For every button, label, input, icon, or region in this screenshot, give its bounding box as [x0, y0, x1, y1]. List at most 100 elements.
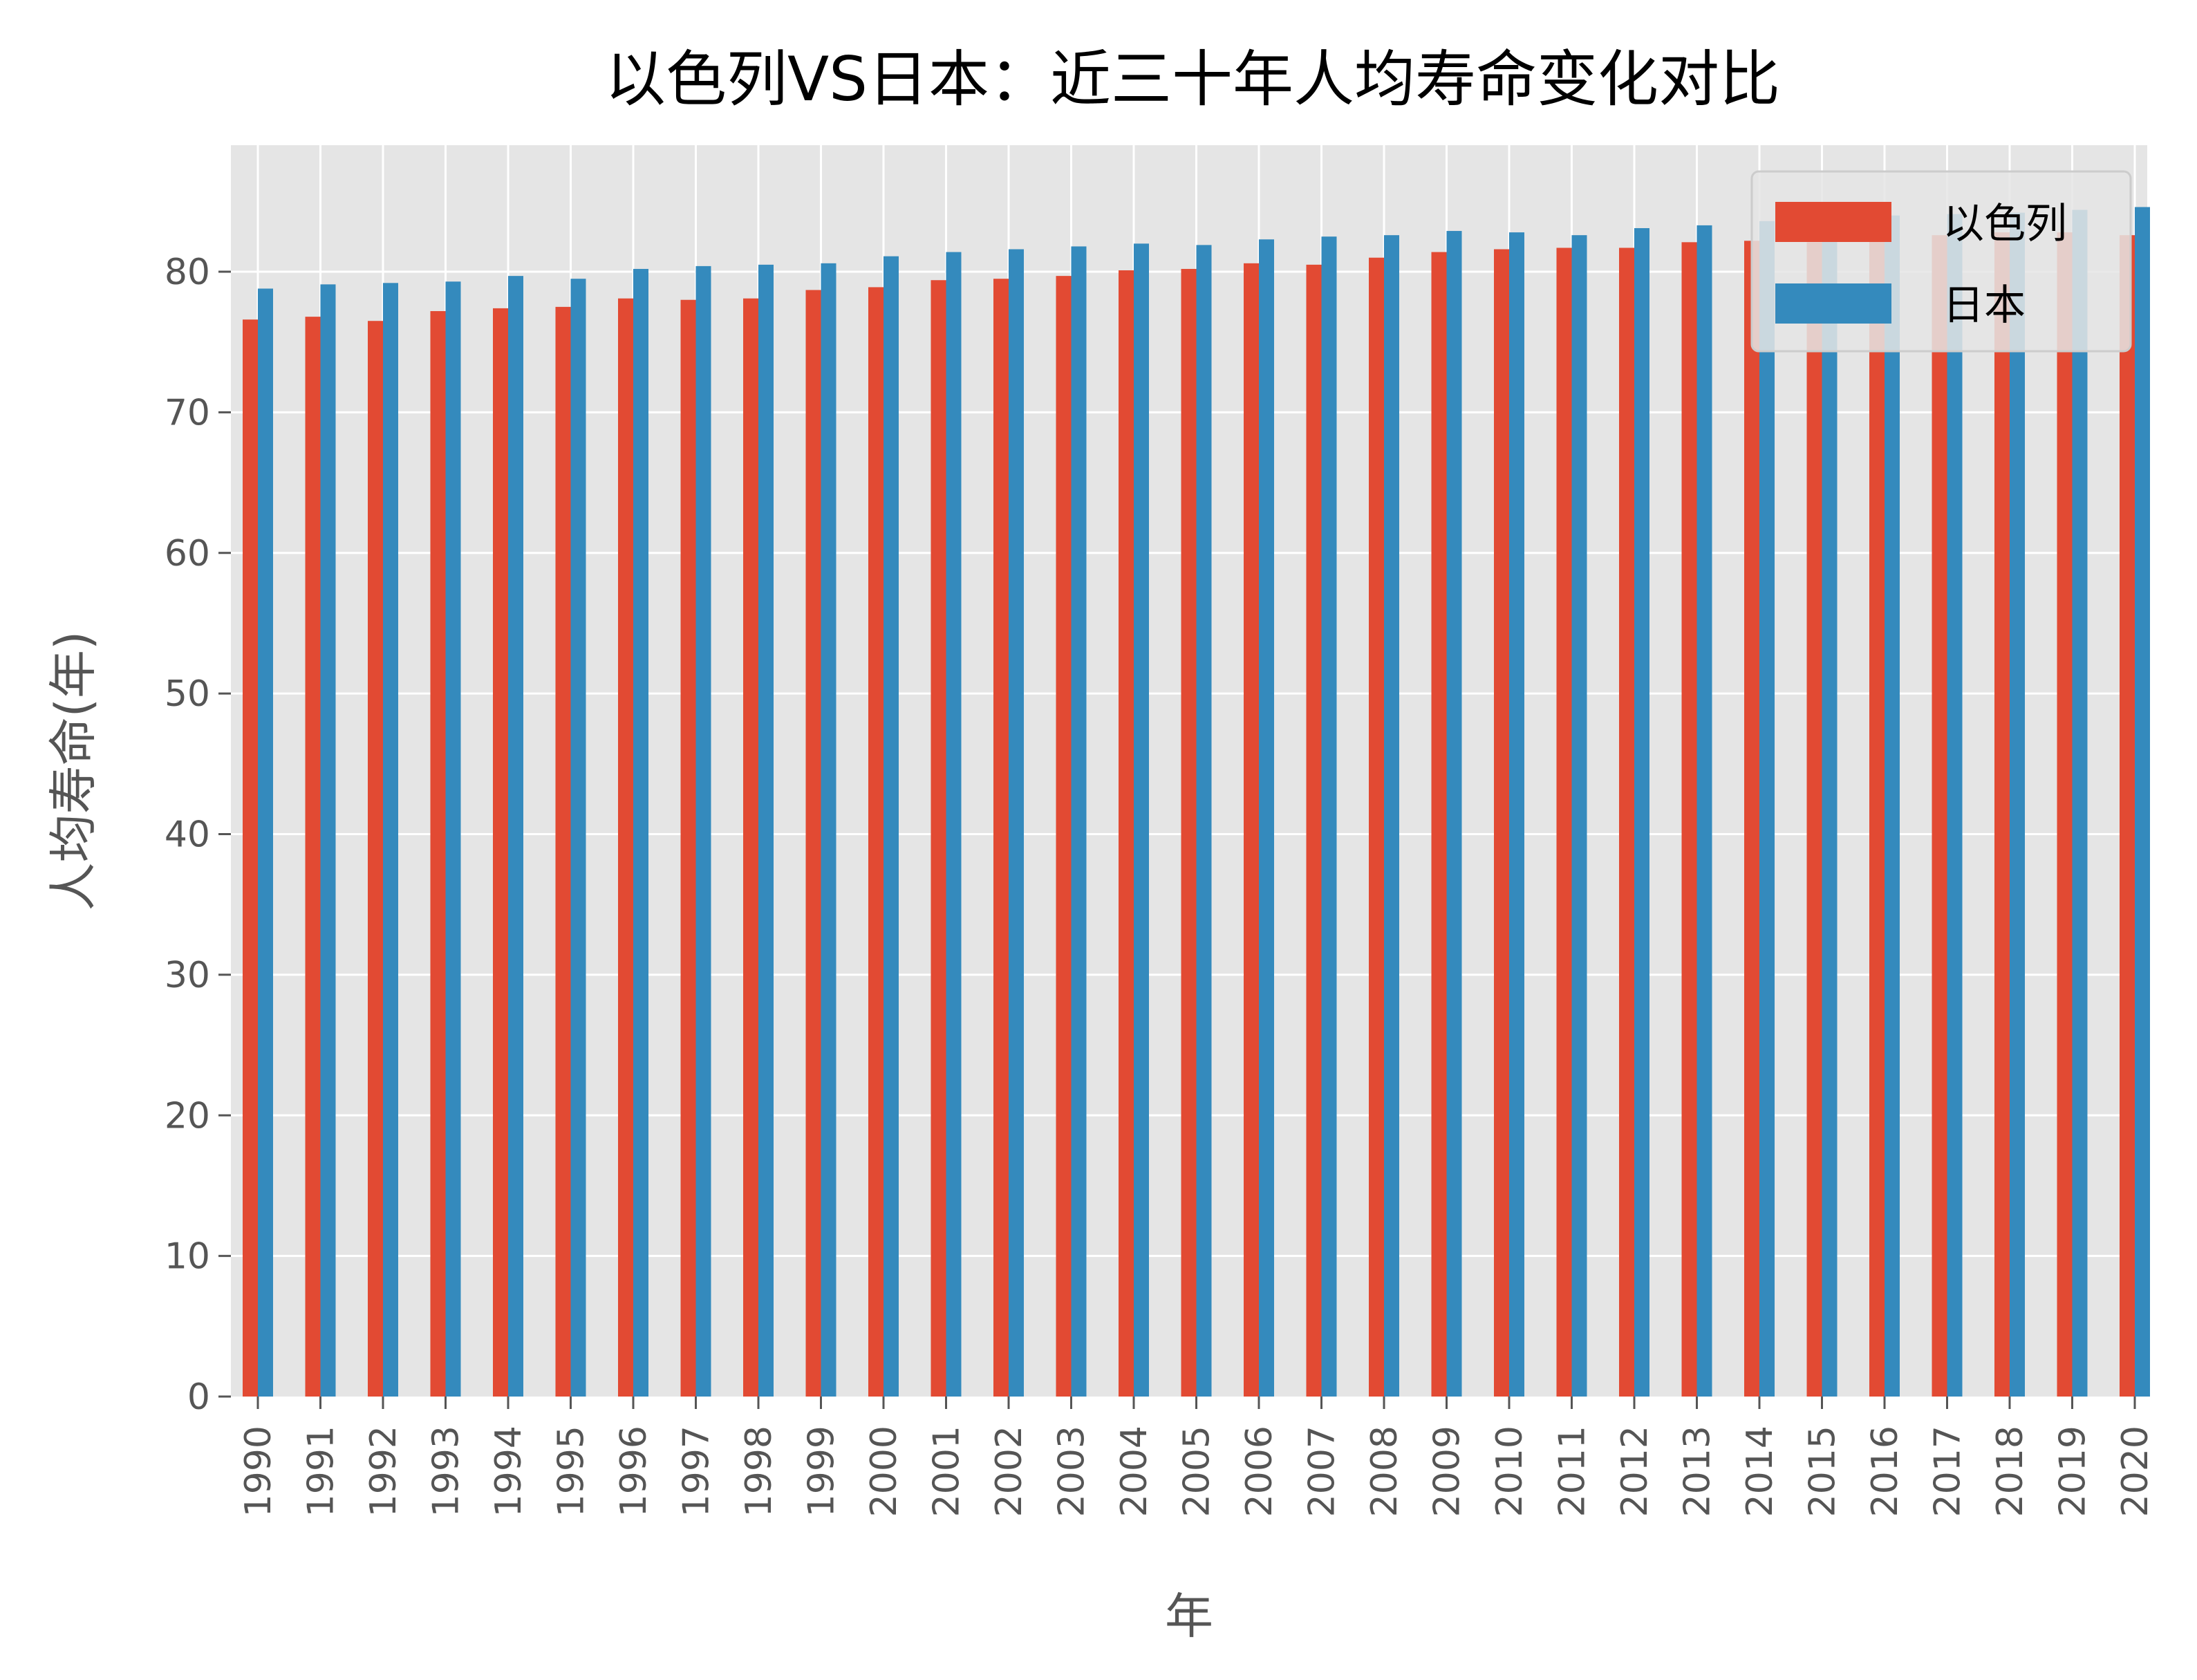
y-tick-label: 10 [165, 1236, 210, 1278]
bar-israel [430, 310, 446, 1397]
bar-japan [2010, 212, 2025, 1397]
bar-israel [618, 298, 633, 1397]
bar-japan [1134, 243, 1149, 1397]
x-tick-label: 1997 [676, 1426, 718, 1517]
bar-israel [1181, 268, 1197, 1397]
bar-israel [1806, 242, 1822, 1397]
bar-japan [695, 265, 711, 1397]
bar-japan [1384, 235, 1399, 1397]
bar-israel [555, 306, 571, 1397]
x-tick-label: 1996 [613, 1426, 655, 1517]
x-tick-label: 2006 [1239, 1426, 1280, 1517]
bar-israel [868, 287, 884, 1397]
x-tick-label: 1993 [426, 1426, 467, 1517]
bar-japan [1321, 236, 1337, 1397]
y-tick-label: 80 [165, 252, 210, 293]
y-tick-label: 60 [165, 533, 210, 575]
bar-israel [243, 319, 258, 1397]
x-axis-label: 年 [1165, 1588, 1213, 1645]
x-tick-label: 2014 [1739, 1426, 1781, 1517]
legend-swatch-israel [1775, 202, 1891, 242]
bar-japan [1571, 235, 1587, 1397]
x-tick-label: 2019 [2053, 1426, 2094, 1517]
bar-israel [993, 279, 1009, 1397]
x-tick-label: 1990 [238, 1426, 279, 1517]
x-tick-label: 2005 [1177, 1426, 1218, 1517]
bar-japan [946, 252, 962, 1397]
bar-japan [2072, 209, 2088, 1397]
x-axis-ticks: 1990 1991 1992 1993 1994 1995 1996 1997 1998 1999… [238, 1397, 2156, 1517]
y-tick-label: 50 [165, 673, 210, 715]
bar-japan [1446, 231, 1462, 1397]
x-tick-label: 2011 [1552, 1426, 1593, 1517]
bar-israel [493, 308, 508, 1397]
bar-japan [1509, 232, 1524, 1397]
bar-israel [1994, 232, 2010, 1397]
bar-israel [305, 317, 321, 1397]
x-tick-label: 1994 [488, 1426, 530, 1517]
x-tick-label: 2013 [1677, 1426, 1719, 1517]
legend: 以色列 日本 [1750, 170, 2132, 353]
y-tick-label: 0 [187, 1376, 210, 1418]
bar-israel [805, 290, 821, 1397]
bar-japan [320, 284, 336, 1397]
bar-israel [680, 299, 696, 1397]
bar-israel [2057, 232, 2073, 1397]
x-tick-label: 2007 [1302, 1426, 1343, 1517]
y-axis-label: 人均寿命(年) [45, 631, 102, 911]
legend-label-japan: 日本 [1943, 281, 2026, 330]
bar-japan [2135, 207, 2150, 1397]
x-tick-label: 1999 [801, 1426, 843, 1517]
bar-japan [1696, 225, 1712, 1397]
bar-japan [1259, 239, 1274, 1397]
x-tick-label: 1991 [301, 1426, 342, 1517]
bar-israel [1119, 270, 1134, 1397]
bar-israel [743, 298, 758, 1397]
x-tick-label: 2016 [1864, 1426, 1906, 1517]
bar-japan [258, 288, 273, 1397]
bar-japan [570, 279, 586, 1397]
bar-japan [383, 283, 398, 1397]
x-tick-label: 2009 [1427, 1426, 1468, 1517]
bar-japan [508, 276, 523, 1397]
bar-israel [1932, 235, 1947, 1397]
y-tick-label: 70 [165, 392, 210, 433]
bar-japan [758, 264, 774, 1397]
x-tick-label: 2002 [989, 1426, 1030, 1517]
bar-japan [1822, 218, 1838, 1397]
bar-japan [1634, 227, 1649, 1397]
bar-japan [1196, 245, 1212, 1397]
bar-israel [1244, 263, 1259, 1397]
bar-israel [931, 280, 946, 1397]
y-tick-label: 30 [165, 955, 210, 996]
legend-frame [1750, 170, 2132, 353]
x-tick-label: 2012 [1614, 1426, 1656, 1517]
bars [243, 207, 2150, 1397]
bar-israel [1744, 241, 1759, 1397]
bar-israel [1056, 276, 1072, 1397]
bar-japan [884, 256, 899, 1397]
chart-title: 以色列VS日本：近三十年人均寿命变化对比 [605, 44, 1780, 115]
legend-label-israel: 以色列 [1943, 200, 2067, 248]
x-tick-label: 1995 [551, 1426, 592, 1517]
x-tick-label: 2001 [926, 1426, 968, 1517]
x-tick-label: 2010 [1489, 1426, 1531, 1517]
bar-japan [633, 268, 648, 1397]
x-tick-label: 2017 [1927, 1426, 1969, 1517]
y-axis-ticks: 0 10 20 30 40 50 60 70 80 [165, 252, 231, 1418]
bar-israel [1681, 242, 1697, 1397]
bar-japan [821, 263, 836, 1397]
bar-japan [1947, 214, 1963, 1397]
bar-israel [2120, 235, 2135, 1397]
x-tick-label: 1992 [363, 1426, 404, 1517]
y-tick-label: 40 [165, 814, 210, 856]
x-tick-label: 2003 [1051, 1426, 1093, 1517]
bar-japan [445, 281, 461, 1397]
bar-japan [1009, 249, 1024, 1397]
bar-japan [1885, 215, 1900, 1397]
x-tick-label: 1998 [738, 1426, 780, 1517]
x-tick-label: 2004 [1114, 1426, 1155, 1517]
bar-israel [1431, 252, 1447, 1397]
bar-israel [1619, 248, 1634, 1397]
